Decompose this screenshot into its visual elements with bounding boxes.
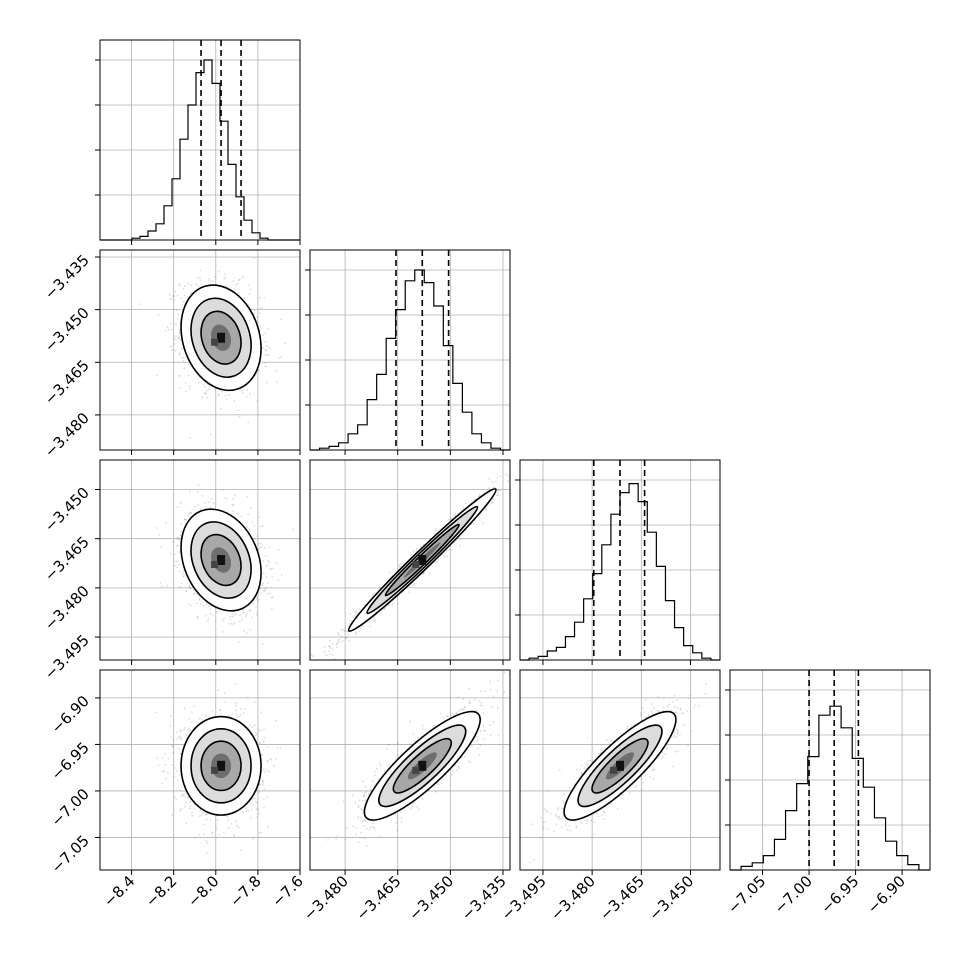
y-tick-label: −3.465	[41, 356, 93, 408]
hist-panel-p1	[305, 249, 511, 455]
density-peak	[418, 555, 427, 565]
x-tick-label: −6.95	[817, 872, 862, 917]
axes-frame	[99, 39, 301, 241]
y-tick-label: −3.465	[41, 533, 93, 585]
x-tick-label: −3.465	[596, 872, 648, 924]
y-tick-label: −3.450	[41, 304, 93, 356]
y-tick-label: −6.90	[48, 692, 93, 737]
axes-frame	[309, 459, 511, 661]
x-tick-label: −3.480	[300, 872, 352, 924]
x-tick-label: −3.465	[353, 872, 405, 924]
density-peak	[217, 332, 226, 343]
histogram-step-p3	[730, 705, 930, 871]
y-tick-label: −6.95	[48, 739, 93, 784]
density-bin	[211, 766, 219, 774]
x-tick-label: −8.0	[184, 872, 222, 910]
histogram-step-p0	[100, 59, 300, 241]
axes-frame	[309, 669, 511, 871]
x-tick-label: −7.6	[268, 872, 306, 910]
axes-frame	[729, 669, 931, 871]
density-bin	[412, 766, 420, 774]
y-tick-label: −3.450	[41, 484, 93, 536]
x-tick-label: −7.00	[771, 872, 816, 917]
density-peak	[418, 760, 427, 771]
axes-frame	[99, 459, 301, 661]
x-tick-label: −7.05	[724, 872, 769, 917]
density-panel-p0-p3: −7.05−7.00−6.95−6.90 −8.4 −8.2 −8.0 −7.8 −7.6	[48, 669, 307, 911]
hist-panel-p2	[515, 459, 721, 665]
histogram-step-p1	[310, 269, 510, 451]
axes-frame	[519, 669, 721, 871]
density-bin	[610, 766, 617, 774]
density-panel-p2-p3: −3.495−3.480−3.465−3.450	[498, 669, 721, 924]
axes-frame	[309, 249, 511, 451]
density-bin	[412, 561, 420, 568]
x-tick-label: −3.480	[547, 872, 599, 924]
y-tick-label: −3.435	[41, 251, 93, 303]
density-panel-p0-p1: −3.480−3.465−3.450−3.435	[41, 249, 301, 461]
density-bin	[211, 561, 219, 568]
density-panel-p1-p2	[309, 459, 511, 665]
x-tick-label: −3.495	[498, 872, 550, 924]
x-tick-label: −3.450	[645, 872, 697, 924]
density-peak	[217, 555, 226, 565]
density-panel-p0-p2: −3.495−3.480−3.465−3.450	[41, 459, 301, 683]
hist-panel-p0	[95, 39, 301, 245]
axes-frame	[99, 249, 301, 451]
y-tick-label: −3.480	[41, 582, 93, 634]
y-tick-label: −7.00	[48, 785, 93, 830]
y-tick-label: −7.05	[48, 832, 93, 877]
density-peak	[217, 760, 226, 771]
x-tick-label: −8.2	[142, 872, 180, 910]
density-bin	[211, 338, 219, 346]
y-tick-label: −3.495	[41, 631, 93, 683]
hist-panel-p3: −7.05 −7.00 −6.95 −6.90	[724, 669, 931, 917]
axes-frame	[99, 669, 301, 871]
x-tick-label: −6.90	[864, 872, 909, 917]
x-tick-label: −8.4	[100, 872, 138, 910]
density-peak	[616, 760, 624, 771]
density-panel-p1-p3: −3.480 −3.465 −3.450 −3.435	[300, 669, 511, 924]
x-tick-label: −3.450	[405, 872, 457, 924]
axes-frame	[519, 459, 721, 661]
x-tick-label: −7.8	[226, 872, 264, 910]
y-tick-label: −3.480	[41, 409, 93, 461]
